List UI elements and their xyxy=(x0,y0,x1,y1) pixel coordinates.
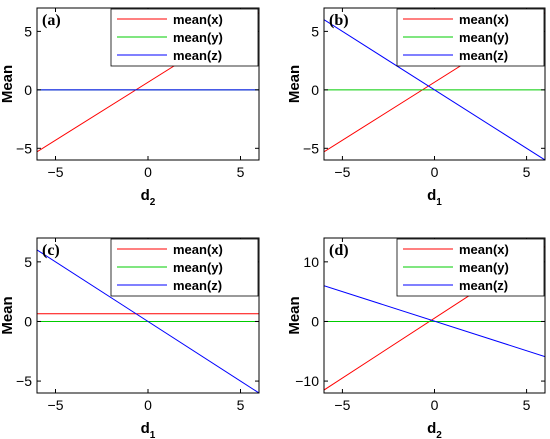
legend-entry: mean(x) xyxy=(173,12,223,27)
legend-entry: mean(y) xyxy=(173,260,223,275)
legend-entry: mean(z) xyxy=(173,278,222,293)
y-tick-label: −5 xyxy=(303,140,319,156)
x-tick-label: 5 xyxy=(237,397,245,413)
x-tick-label: −5 xyxy=(48,164,64,180)
y-axis-title: Mean xyxy=(286,65,303,103)
x-tick-label: 5 xyxy=(523,164,531,180)
legend: mean(x) mean(y) mean(z) xyxy=(110,238,259,297)
legend-entry: mean(y) xyxy=(459,260,509,275)
chart-panel-4: −5 0 5 −10 0 10 (d) d2 Mean mean(x) mean(y) mean(z) xyxy=(286,237,546,439)
chart-panel-1: −5 0 5 −5 0 5 (a) d2 Mean mean(x) mean(y) mean(z) xyxy=(0,7,260,208)
x-tick-label: −5 xyxy=(48,397,64,413)
x-tick-label: 5 xyxy=(237,164,245,180)
panel-label: (a) xyxy=(42,12,61,29)
legend-entry: mean(z) xyxy=(459,48,508,63)
y-tick-label: −5 xyxy=(16,373,32,389)
panel-label: (d) xyxy=(329,242,349,259)
legend-entry: mean(z) xyxy=(459,278,508,293)
y-tick-label: 10 xyxy=(303,254,319,270)
y-tick-label: 0 xyxy=(24,82,32,98)
legend-entry: mean(z) xyxy=(173,48,222,63)
y-axis-title: Mean xyxy=(0,65,16,103)
x-tick-label: 0 xyxy=(144,164,152,180)
y-tick-label: 0 xyxy=(311,313,319,329)
legend: mean(x) mean(y) mean(z) xyxy=(396,8,545,67)
y-tick-label: −5 xyxy=(16,140,32,156)
y-tick-label: 0 xyxy=(24,313,32,329)
x-tick-label: −5 xyxy=(334,397,350,413)
y-axis-title: Mean xyxy=(0,296,16,334)
legend-entry: mean(x) xyxy=(173,242,223,257)
y-tick-label: 0 xyxy=(311,82,319,98)
x-tick-label: 5 xyxy=(523,397,531,413)
legend-entry: mean(y) xyxy=(459,30,509,45)
series-line-mean-z xyxy=(324,285,545,358)
legend: mean(x) mean(y) mean(z) xyxy=(396,238,545,297)
series-line-mean-z xyxy=(37,249,259,393)
x-tick-label: 0 xyxy=(431,397,439,413)
x-tick-label: 0 xyxy=(431,164,439,180)
legend-entry: mean(y) xyxy=(173,30,223,45)
y-axis-title: Mean xyxy=(286,296,303,334)
x-axis-title: d2 xyxy=(427,420,442,439)
legend-entry: mean(x) xyxy=(459,12,509,27)
chart-panel-3: −5 0 5 −5 0 5 (c) d1 Mean mean(x) mean(y) mean(z) xyxy=(0,237,260,439)
chart-panel-2: −5 0 5 −5 0 5 (b) d1 Mean mean(x) mean(y) mean(z) xyxy=(286,7,546,208)
legend: mean(x) mean(y) mean(z) xyxy=(110,8,259,67)
x-axis-title: d1 xyxy=(427,187,442,208)
x-tick-label: 0 xyxy=(144,397,152,413)
x-axis-title: d2 xyxy=(141,187,156,208)
legend-entry: mean(x) xyxy=(459,242,509,257)
y-tick-label: 5 xyxy=(24,23,32,39)
x-axis-title: d1 xyxy=(141,420,156,439)
y-tick-label: −10 xyxy=(295,373,319,389)
y-tick-label: 5 xyxy=(24,254,32,270)
panel-label: (c) xyxy=(42,242,60,259)
y-tick-label: 5 xyxy=(311,23,319,39)
panel-label: (b) xyxy=(329,12,349,29)
series-line-mean-z xyxy=(324,19,545,160)
x-tick-label: −5 xyxy=(334,164,350,180)
